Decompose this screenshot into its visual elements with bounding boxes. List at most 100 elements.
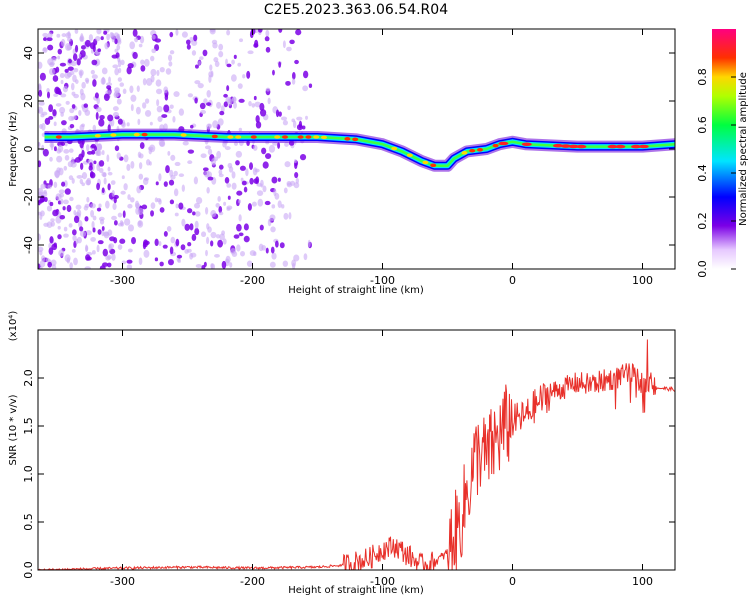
noise-speck <box>216 150 222 159</box>
noise-speck <box>101 67 108 75</box>
noise-speck <box>98 118 105 127</box>
noise-speck <box>86 196 90 203</box>
noise-speck <box>293 254 300 262</box>
noise-speck <box>249 250 256 256</box>
noise-speck <box>187 242 192 247</box>
noise-speck <box>64 71 71 79</box>
noise-speck <box>44 117 51 125</box>
noise-speck <box>165 165 170 174</box>
noise-speck <box>242 74 246 79</box>
noise-speck <box>100 36 104 41</box>
noise-speck <box>141 204 148 210</box>
noise-speck <box>113 32 120 40</box>
noise-speck <box>68 175 74 181</box>
noise-speck <box>174 212 179 217</box>
noise-speck <box>101 187 105 194</box>
noise-speck <box>216 101 222 109</box>
noise-speck <box>123 183 128 191</box>
noise-speck <box>120 190 126 195</box>
noise-speck <box>95 143 102 151</box>
y-tick-label: 1.5 <box>22 417 35 435</box>
noise-speck <box>194 80 201 85</box>
ridge-hotspot <box>297 135 304 139</box>
noise-speck <box>90 209 95 218</box>
noise-speck <box>136 185 142 194</box>
noise-speck <box>118 67 122 74</box>
noise-speck <box>239 165 246 171</box>
snr-y-ticks: 0.0 0.5 1.0 1.5 2.0 <box>22 369 675 579</box>
noise-speck <box>134 37 139 43</box>
noise-speck <box>251 201 257 207</box>
noise-speck <box>79 226 84 232</box>
noise-speck <box>64 68 69 73</box>
noise-speck <box>272 69 275 76</box>
noise-speck <box>101 226 105 231</box>
noise-speck <box>56 155 63 163</box>
noise-speck <box>241 180 247 186</box>
noise-speck <box>210 263 216 269</box>
noise-speck <box>293 159 297 164</box>
noise-speck <box>218 164 224 170</box>
noise-speck <box>59 106 66 114</box>
noise-speck <box>130 197 135 203</box>
ridge-hotspot <box>211 134 218 139</box>
noise-speck <box>130 103 134 112</box>
noise-speck <box>55 66 60 73</box>
noise-speck <box>229 262 233 268</box>
noise-speck <box>80 92 86 101</box>
noise-speck <box>184 223 190 231</box>
x-tick-label: -100 <box>370 274 395 287</box>
noise-speck <box>226 183 232 188</box>
ridge-hotspot <box>94 133 101 138</box>
noise-speck <box>114 38 118 45</box>
noise-speck <box>246 260 253 267</box>
noise-speck <box>275 240 279 248</box>
noise-speck <box>96 29 102 35</box>
noise-speck <box>101 150 105 156</box>
noise-speck <box>178 108 185 116</box>
noise-speck <box>144 98 150 104</box>
noise-speck <box>116 152 121 160</box>
noise-speck <box>277 200 282 209</box>
noise-speck <box>270 226 276 233</box>
noise-speck <box>65 42 72 51</box>
noise-speck <box>236 223 242 232</box>
noise-speck <box>282 40 286 49</box>
noise-speck <box>106 33 110 41</box>
noise-speck <box>194 211 201 217</box>
noise-speck <box>156 69 160 76</box>
noise-speck <box>221 230 226 236</box>
noise-speck <box>217 118 224 126</box>
noise-speck <box>38 89 43 97</box>
noise-speck <box>46 91 51 99</box>
noise-speck <box>127 62 134 69</box>
noise-speck <box>149 144 156 153</box>
noise-speck <box>230 74 237 82</box>
noise-speck <box>264 36 270 42</box>
noise-speck <box>191 233 197 242</box>
noise-speck <box>85 244 88 253</box>
noise-speck <box>156 99 160 107</box>
noise-speck <box>193 176 198 185</box>
noise-speck <box>101 76 105 85</box>
noise-speck <box>155 88 163 95</box>
noise-speck <box>214 60 220 68</box>
noise-speck <box>264 200 271 206</box>
noise-speck <box>134 200 140 209</box>
noise-speck <box>253 178 259 184</box>
noise-speck <box>97 48 102 53</box>
ridge-hotspot <box>141 132 148 137</box>
noise-speck <box>98 203 102 208</box>
noise-speck <box>41 144 45 152</box>
noise-speck <box>60 93 67 98</box>
noise-speck <box>73 215 80 224</box>
noise-speck <box>119 238 126 244</box>
noise-speck <box>44 196 48 203</box>
noise-speck <box>203 261 207 268</box>
noise-speck <box>41 111 48 116</box>
ridge-hotspot <box>391 146 398 151</box>
noise-speck <box>256 190 264 196</box>
noise-speck <box>138 257 143 265</box>
noise-speck <box>60 79 64 85</box>
noise-speck <box>111 190 115 198</box>
